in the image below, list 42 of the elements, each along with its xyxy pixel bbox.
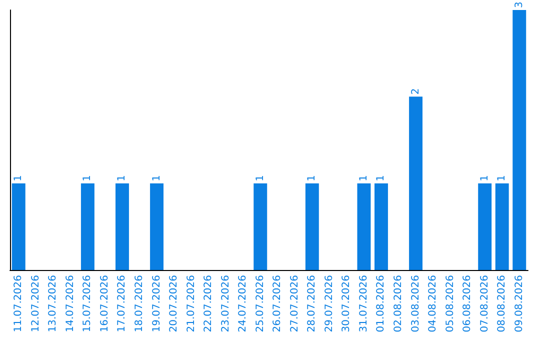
data-label: 1: [82, 174, 94, 182]
data-label: 1: [13, 174, 24, 182]
data-label: 1: [376, 174, 387, 182]
x-tick-label: 26.07.2026: [272, 275, 284, 332]
data-label: 1: [496, 174, 508, 182]
x-tick-label: 11.07.2026: [13, 275, 24, 332]
x-tick-label: 03.08.2026: [410, 275, 422, 332]
x-tick-label: 19.07.2026: [151, 275, 162, 332]
x-tick-label: 08.08.2026: [496, 275, 508, 332]
data-label: 1: [479, 174, 490, 182]
x-tick-label: 27.07.2026: [289, 275, 300, 332]
data-label: 2: [410, 88, 422, 95]
x-tick-label: 13.07.2026: [48, 275, 59, 332]
x-tick-label: 30.07.2026: [341, 275, 352, 332]
x-tick-label: 18.07.2026: [134, 275, 145, 332]
x-tick-label: 31.07.2026: [358, 275, 370, 332]
x-tick-label: 22.07.2026: [203, 275, 214, 332]
data-label: 1: [254, 174, 266, 182]
data-label: 1: [358, 174, 370, 182]
x-tick-label: 02.08.2026: [393, 275, 404, 332]
x-tick-label: 16.07.2026: [99, 275, 110, 332]
x-tick-label: 24.07.2026: [238, 275, 249, 332]
x-tick-label: 06.08.2026: [462, 275, 474, 332]
x-tick-label: 17.07.2026: [116, 275, 128, 332]
x-tick-label: 21.07.2026: [186, 275, 197, 332]
x-tick-label: 14.07.2026: [64, 275, 76, 332]
data-label: 1: [151, 174, 162, 182]
x-tick-label: 28.07.2026: [306, 275, 318, 332]
x-tick-label: 15.07.2026: [82, 275, 94, 332]
x-tick-label: 23.07.2026: [220, 275, 232, 332]
x-tick-label: 01.08.2026: [376, 275, 387, 332]
data-label: 1: [116, 174, 128, 182]
x-tick-label: 07.08.2026: [479, 275, 490, 332]
x-tick-label: 25.07.2026: [254, 275, 266, 332]
x-tick-label: 05.08.2026: [444, 275, 456, 332]
x-tick-label: 29.07.2026: [324, 275, 335, 332]
x-tick-label: 09.08.2026: [514, 275, 525, 332]
x-tick-label: 04.08.2026: [428, 275, 439, 332]
data-label: 1: [306, 174, 318, 182]
data-label: 3: [514, 2, 525, 8]
x-tick-label: 12.07.2026: [30, 275, 42, 332]
x-tick-label: 20.07.2026: [168, 275, 180, 332]
